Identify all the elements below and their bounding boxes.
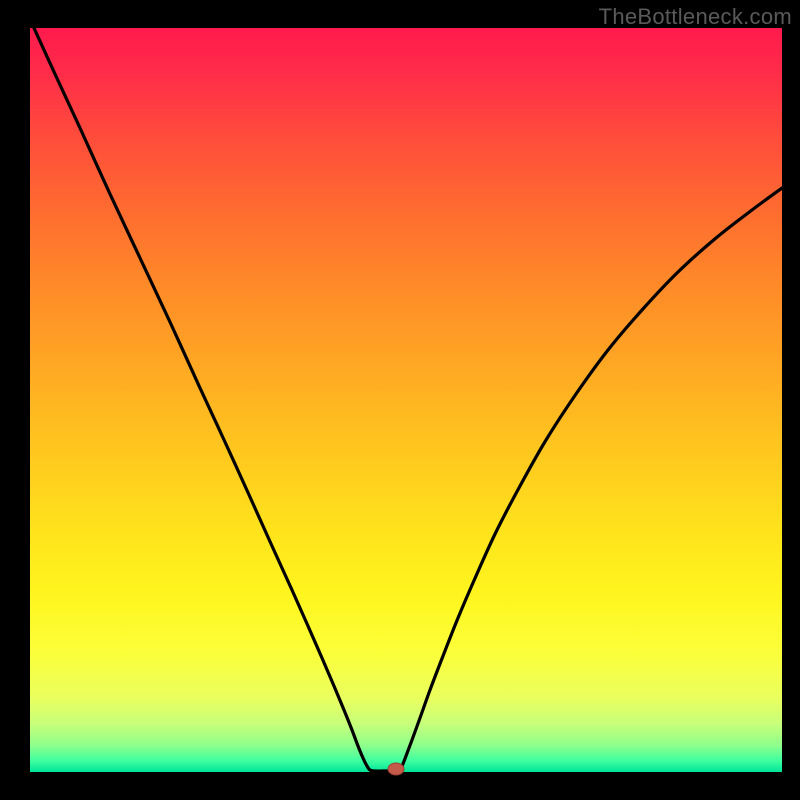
watermark-text: TheBottleneck.com (599, 4, 792, 30)
chart-svg (0, 0, 800, 800)
bottleneck-chart: TheBottleneck.com (0, 0, 800, 800)
chart-background-gradient (30, 28, 782, 772)
optimum-marker (388, 763, 404, 775)
